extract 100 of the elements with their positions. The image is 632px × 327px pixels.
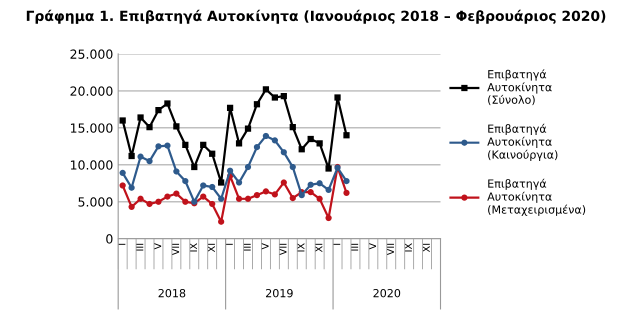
point	[200, 193, 206, 200]
y-tick-label: 5.000	[78, 197, 112, 207]
point	[334, 94, 341, 101]
point	[146, 200, 153, 208]
point	[128, 204, 135, 210]
point	[298, 146, 305, 152]
point	[173, 168, 180, 175]
y-tick-label: 0	[106, 234, 112, 244]
point	[226, 168, 234, 174]
x-tick-label: VII	[386, 244, 394, 256]
point	[272, 94, 278, 101]
point	[262, 132, 270, 140]
point	[155, 106, 162, 114]
point	[182, 178, 188, 184]
point	[155, 198, 162, 205]
point	[218, 218, 224, 225]
point	[280, 179, 287, 186]
x-tick-label: IX	[404, 243, 412, 252]
x-tick-label: I	[333, 244, 340, 245]
point	[200, 182, 206, 189]
point	[209, 200, 216, 208]
point	[128, 184, 135, 191]
point	[146, 158, 153, 164]
x-tick-label: XI	[422, 244, 430, 252]
x-tick-label: XI	[315, 244, 322, 252]
point	[343, 132, 350, 138]
point	[120, 182, 126, 189]
point	[200, 142, 206, 148]
point	[290, 164, 296, 170]
point	[236, 196, 242, 202]
x-tick-label: V	[368, 242, 376, 250]
x-tick-label: III	[136, 244, 144, 251]
point	[236, 140, 242, 146]
point	[191, 164, 198, 170]
point	[325, 214, 332, 222]
y-tick-label: 15.000	[70, 123, 112, 133]
y-tick-label: 20.000	[70, 86, 112, 96]
point	[164, 100, 171, 107]
point	[218, 196, 224, 202]
point	[218, 179, 224, 186]
point	[137, 114, 144, 121]
point	[244, 196, 252, 202]
x-tick-label: VII	[279, 244, 287, 256]
point	[343, 178, 350, 184]
legend-label: Επιβατηγά Αυτοκίνητα (Μεταχειρισμένα)	[487, 178, 586, 216]
x-tick-label: IX	[297, 243, 304, 252]
x-tick-label: XI	[208, 244, 215, 252]
point	[316, 196, 323, 202]
point	[325, 165, 332, 172]
x-tick-label: V	[262, 242, 269, 250]
point	[272, 137, 278, 144]
point	[290, 194, 296, 202]
point	[209, 184, 216, 190]
legend-label: Επιβατηγά Αυτοκίνητα (Σύνολο)	[487, 69, 552, 106]
point	[308, 136, 314, 142]
y-tick-label: 10.000	[70, 160, 112, 170]
point	[164, 193, 171, 200]
point	[343, 190, 350, 196]
point	[272, 191, 278, 198]
x-tick-label: I	[226, 244, 233, 245]
point	[316, 180, 323, 186]
point	[298, 192, 305, 198]
x-tick-label: III	[351, 244, 358, 251]
x-tick-label: V	[154, 242, 162, 250]
y-tick-label: 25.000	[70, 49, 112, 59]
point	[137, 196, 144, 202]
point	[120, 117, 126, 124]
point	[254, 192, 260, 198]
chart-title: Γράφημα 1. Επιβατηγά Αυτοκίνητα (Ιανουάριος 2018 – Φεβρουάριος 2020)	[26, 10, 606, 24]
point	[173, 190, 180, 197]
point	[262, 188, 270, 195]
point	[262, 86, 270, 93]
point	[244, 125, 252, 132]
point	[120, 170, 126, 176]
point	[226, 104, 234, 112]
point	[316, 140, 323, 146]
point	[254, 101, 260, 108]
point	[137, 154, 144, 160]
x-tick-label: IX	[190, 243, 197, 252]
point	[182, 142, 188, 148]
text: 2020	[373, 288, 400, 298]
point	[290, 124, 296, 130]
point	[128, 152, 135, 160]
point	[308, 182, 314, 188]
point	[164, 142, 171, 149]
text: 2018	[158, 288, 186, 298]
point	[325, 186, 332, 194]
x-tick-label: I	[118, 244, 126, 245]
text: 2019	[266, 288, 293, 298]
point	[308, 189, 314, 196]
point	[155, 143, 162, 150]
x-tick-label: VII	[172, 244, 180, 256]
point	[236, 179, 242, 186]
point	[173, 123, 180, 130]
point	[209, 150, 216, 157]
point	[254, 144, 260, 150]
point	[244, 164, 252, 170]
point	[182, 198, 188, 205]
point	[146, 124, 153, 130]
point	[280, 149, 287, 156]
